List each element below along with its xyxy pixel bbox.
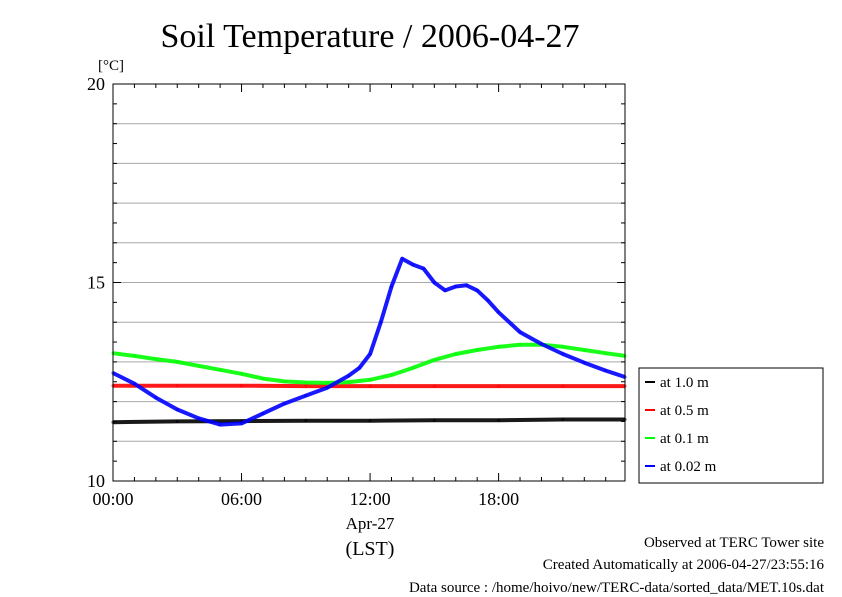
x-tick-label: 12:00 <box>350 489 391 509</box>
data-point <box>240 422 243 425</box>
data-point <box>497 345 500 348</box>
data-point <box>133 382 136 385</box>
data-point <box>347 381 350 384</box>
data-point <box>304 385 307 388</box>
data-point <box>283 402 286 405</box>
footer-created: Created Automatically at 2006-04-27/23:5… <box>543 557 824 574</box>
data-point <box>411 366 414 369</box>
data-point <box>465 284 468 287</box>
data-point <box>368 378 371 381</box>
series-line <box>113 345 625 383</box>
data-point <box>368 385 371 388</box>
chart-title: Soil Temperature / 2006-04-27 <box>160 18 579 55</box>
data-point <box>133 354 136 357</box>
date-label: Apr-27 <box>346 514 395 533</box>
data-point <box>497 419 500 422</box>
data-point <box>561 418 564 421</box>
data-point <box>176 384 179 387</box>
data-point <box>368 352 371 355</box>
data-point <box>197 364 200 367</box>
data-point <box>497 385 500 388</box>
y-tick-label: 10 <box>87 471 105 491</box>
data-point <box>347 374 350 377</box>
data-point <box>240 372 243 375</box>
x-tick-label: 00:00 <box>92 489 133 509</box>
data-point <box>197 417 200 420</box>
footer-data-source: Data source : /home/hoivo/new/TERC-data/… <box>409 580 824 597</box>
legend-label: at 1.0 m <box>660 375 709 391</box>
data-point <box>261 412 264 415</box>
data-point <box>304 394 307 397</box>
data-point <box>422 267 425 270</box>
data-point <box>583 348 586 351</box>
data-point <box>604 352 607 355</box>
data-point <box>433 281 436 284</box>
data-point <box>443 289 446 292</box>
data-point <box>454 352 457 355</box>
y-tick-label: 15 <box>87 273 105 293</box>
data-point <box>368 419 371 422</box>
data-point <box>497 311 500 314</box>
data-point <box>476 289 479 292</box>
data-point <box>326 381 329 384</box>
data-point <box>176 360 179 363</box>
data-point <box>518 331 521 334</box>
data-point <box>401 257 404 260</box>
data-point <box>411 263 414 266</box>
data-point <box>358 366 361 369</box>
data-point <box>240 384 243 387</box>
footer-observed: Observed at TERC Tower site <box>644 535 824 552</box>
data-point <box>176 408 179 411</box>
data-point <box>379 321 382 324</box>
data-point <box>219 368 222 371</box>
data-point <box>433 358 436 361</box>
data-point <box>176 420 179 423</box>
data-point <box>390 285 393 288</box>
x-tick-label: 18:00 <box>478 489 519 509</box>
data-point <box>304 381 307 384</box>
data-point <box>476 348 479 351</box>
data-point <box>583 361 586 364</box>
legend-label: at 0.02 m <box>660 459 717 475</box>
data-point <box>154 396 157 399</box>
data-point <box>486 299 489 302</box>
legend-label: at 0.1 m <box>660 431 709 447</box>
series-line <box>113 259 625 425</box>
legend: at 1.0 m at 0.5 m at 0.1 m at 0.02 m <box>639 368 823 483</box>
legend-label: at 0.5 m <box>660 403 709 419</box>
data-point <box>433 419 436 422</box>
data-point <box>518 343 521 346</box>
x-axis-label: (LST) <box>346 538 395 560</box>
grid-lines <box>113 124 625 442</box>
data-point <box>326 386 329 389</box>
y-tick-label: 20 <box>87 74 105 94</box>
data-point <box>540 342 543 345</box>
data-point <box>283 380 286 383</box>
axis-ticks: 10 15 20 00:00 06:00 12:00 18:00 <box>87 74 625 509</box>
data-point <box>219 423 222 426</box>
y-axis-unit-label: [°C] <box>98 58 124 74</box>
data-point <box>261 377 264 380</box>
x-tick-label: 06:00 <box>221 489 262 509</box>
data-point <box>604 369 607 372</box>
data-point <box>454 285 457 288</box>
data-point <box>561 385 564 388</box>
data-point <box>561 352 564 355</box>
data-point <box>561 345 564 348</box>
data-point <box>390 373 393 376</box>
data-point <box>304 419 307 422</box>
data-point <box>154 358 157 361</box>
data-point <box>433 385 436 388</box>
